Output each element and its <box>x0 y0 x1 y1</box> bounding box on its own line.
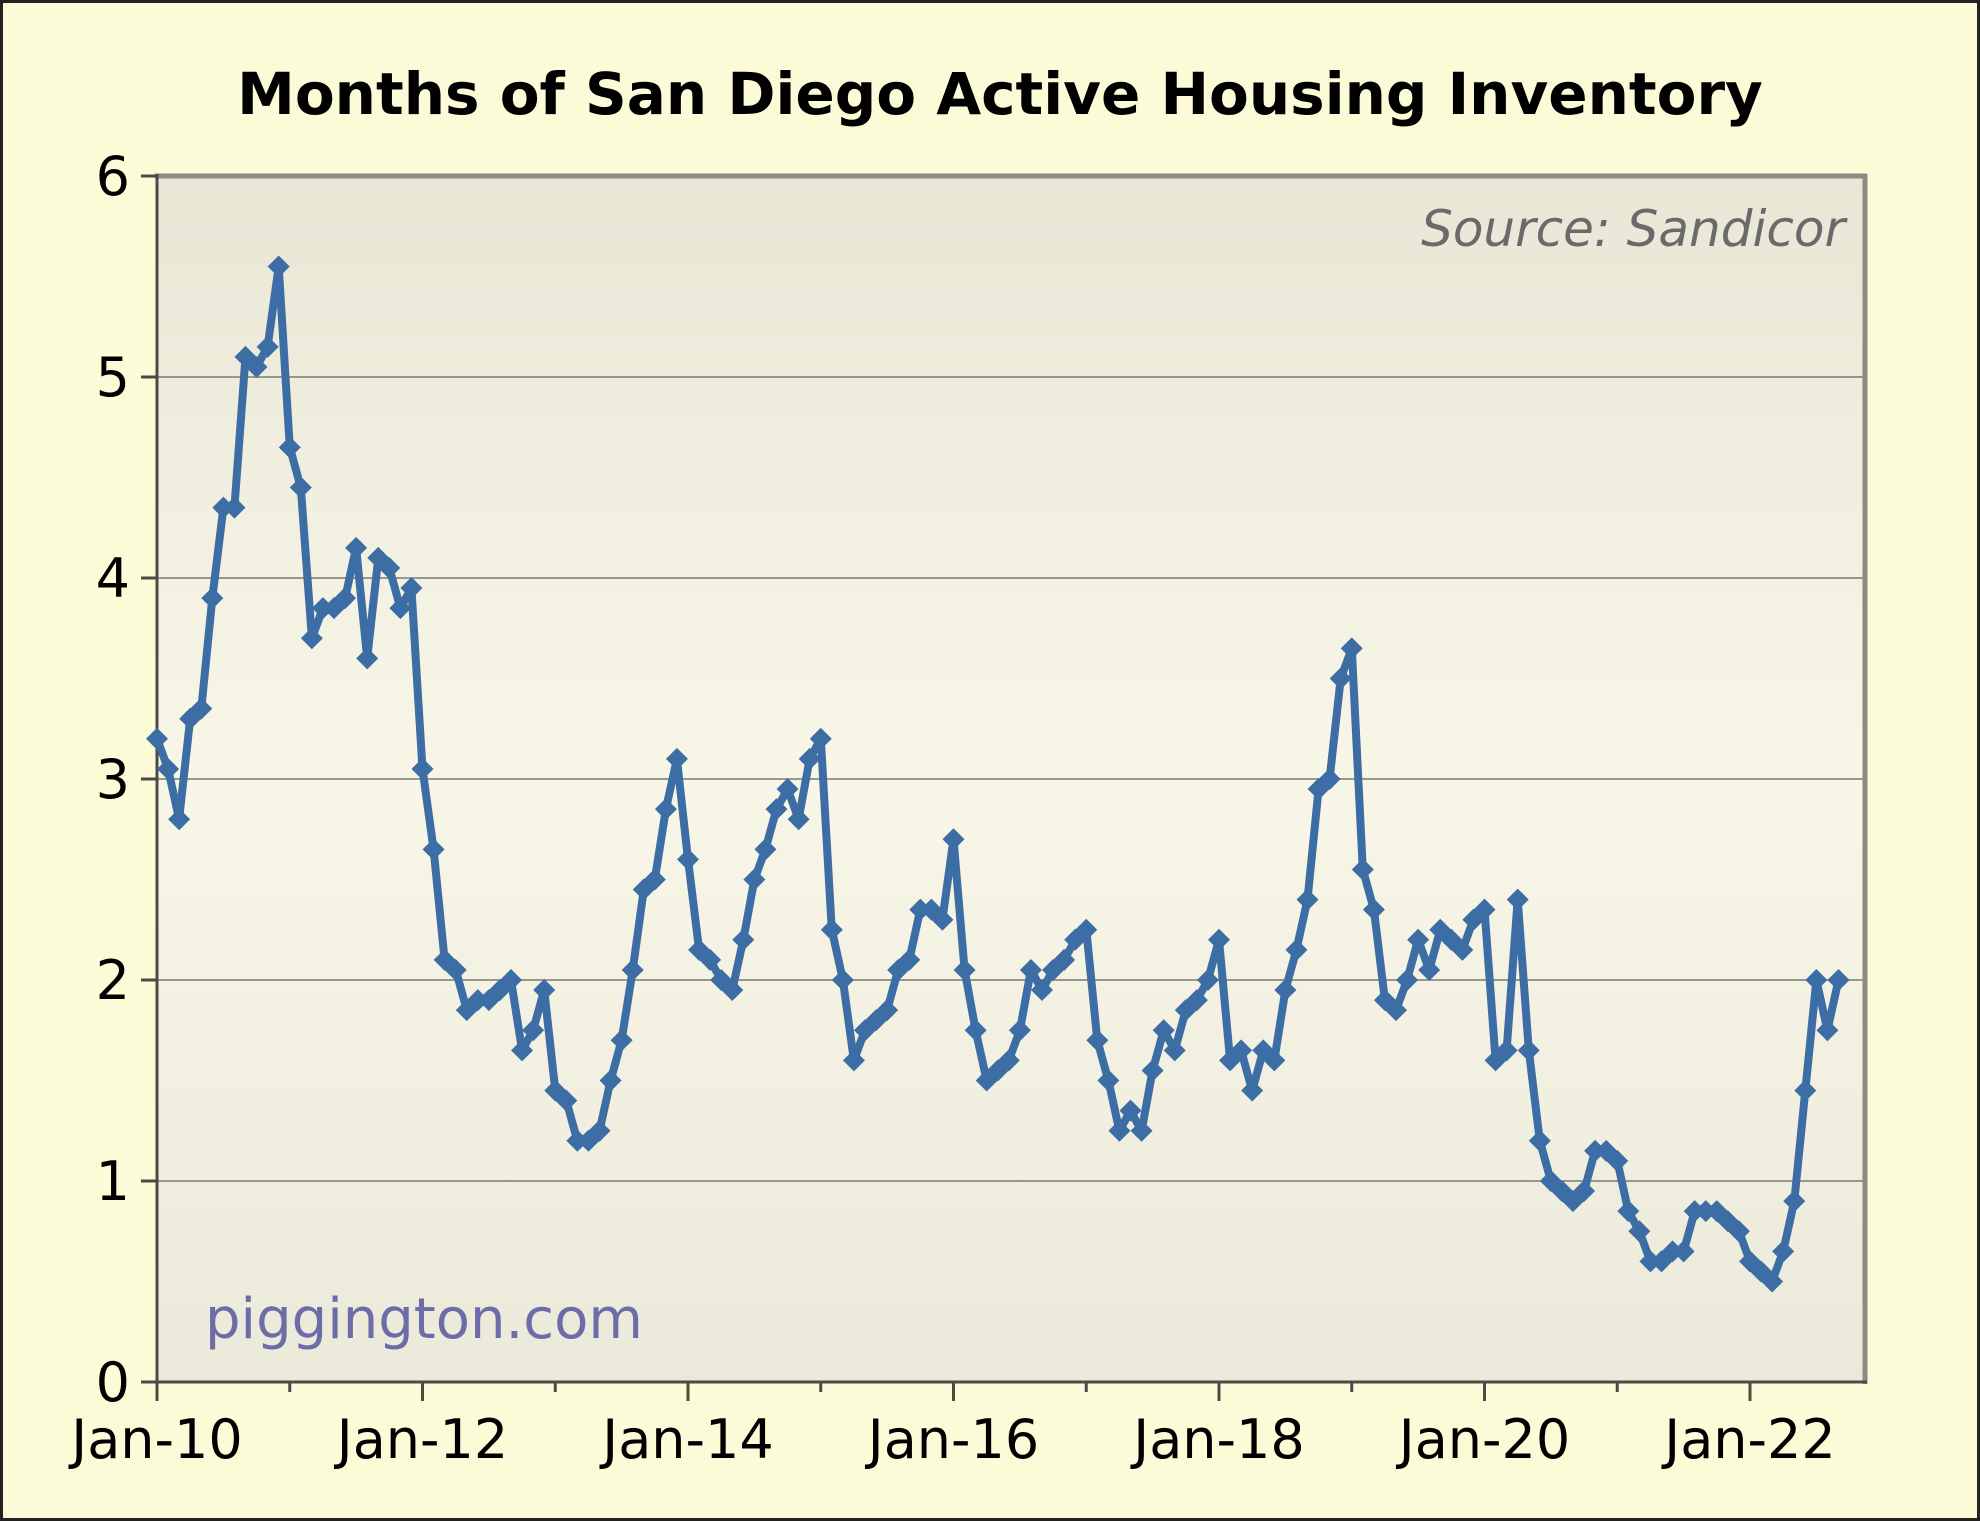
x-tick-label-Jan-10: Jan-10 <box>68 1408 242 1471</box>
y-axis-ticks <box>141 174 157 1384</box>
x-tick-label-Jan-18: Jan-18 <box>1130 1408 1304 1471</box>
x-tick-label-Jan-22: Jan-22 <box>1661 1408 1835 1471</box>
y-axis-tick-labels: 0 1 2 3 4 5 6 <box>96 145 130 1414</box>
watermark-piggington: piggington.com <box>205 1287 643 1352</box>
x-tick-label-Jan-16: Jan-16 <box>865 1408 1039 1471</box>
y-tick-label-2: 2 <box>96 949 130 1012</box>
chart-title: Months of San Diego Active Housing Inven… <box>237 60 1763 128</box>
source-note: Source: Sandicor <box>1421 200 1848 258</box>
horizontal-gridlines <box>157 376 1865 1182</box>
y-tick-label-3: 3 <box>96 748 130 811</box>
y-tick-label-5: 5 <box>96 346 130 409</box>
x-axis-ticks <box>155 1382 1752 1401</box>
y-tick-label-4: 4 <box>96 547 130 610</box>
y-tick-label-6: 6 <box>96 145 130 208</box>
x-tick-label-Jan-20: Jan-20 <box>1396 1408 1570 1471</box>
x-tick-label-Jan-12: Jan-12 <box>334 1408 508 1471</box>
x-tick-label-Jan-14: Jan-14 <box>599 1408 773 1471</box>
y-tick-label-1: 1 <box>96 1150 130 1213</box>
data-series <box>146 255 1850 1293</box>
y-tick-label-0: 0 <box>96 1351 130 1414</box>
x-axis-tick-labels: Jan-10 Jan-12 Jan-14 Jan-16 Jan-18 Jan-20 Jan-… <box>68 1408 1835 1471</box>
plot-border <box>155 173 1868 1384</box>
